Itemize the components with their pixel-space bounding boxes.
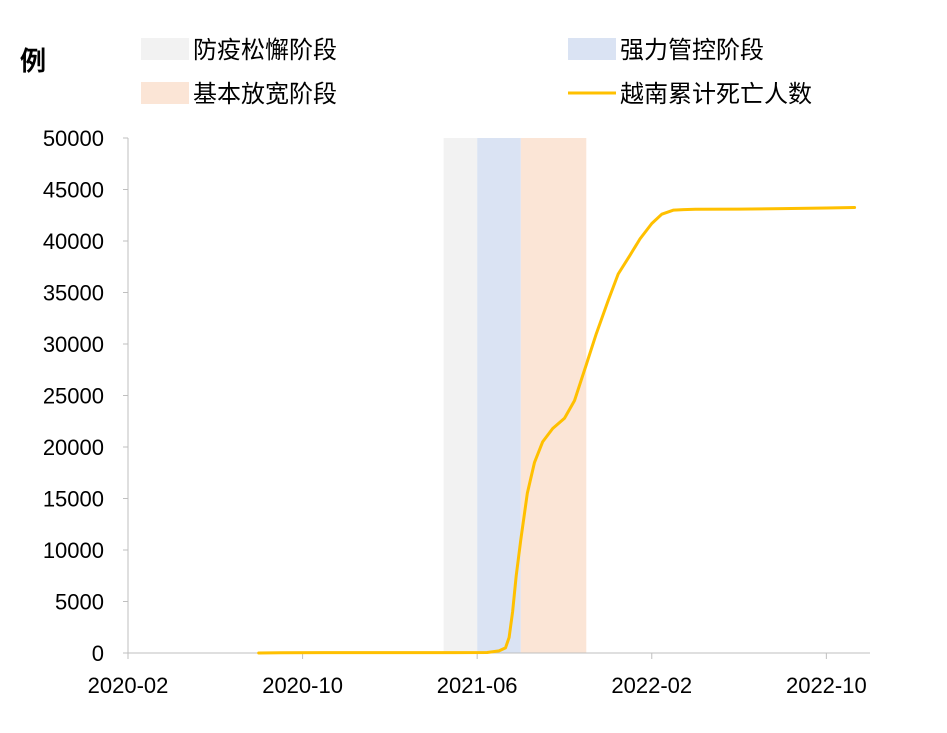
y-tick-label: 45000: [43, 178, 104, 203]
legend-label: 越南累计死亡人数: [620, 80, 812, 108]
y-tick-label: 10000: [43, 538, 104, 563]
y-tick-label: 20000: [43, 435, 104, 460]
x-tick-label: 2020-10: [262, 673, 343, 698]
legend-item-4: 越南累计死亡人数: [568, 80, 812, 108]
y-tick-label: 40000: [43, 229, 104, 254]
series-group: [257, 206, 857, 655]
y-tick-label: 25000: [43, 384, 104, 409]
x-tick-label: 2021-06: [437, 673, 518, 698]
y-unit-label: 例: [20, 47, 46, 77]
y-tick-label: 5000: [55, 590, 104, 615]
y-tick-label: 35000: [43, 281, 104, 306]
y-tick-label: 0: [92, 641, 104, 666]
x-tick-label: 2022-10: [786, 673, 867, 698]
legend-item-3: 强力管控阶段: [568, 36, 764, 64]
phase-band-2: [477, 138, 521, 653]
legend-label: 基本放宽阶段: [193, 80, 337, 108]
phase-band-1: [443, 138, 478, 653]
y-tick-label: 30000: [43, 332, 104, 357]
series-line-1: [257, 206, 857, 655]
legend-swatch: [141, 82, 189, 104]
x-tick-label: 2022-02: [611, 673, 692, 698]
axes: 0 5000 10000 15000 20000 25000 30000 35000 40000…: [43, 126, 870, 698]
legend-swatch: [568, 38, 616, 60]
legend-swatch: [141, 38, 189, 60]
legend-item-1: 防疫松懈阶段: [141, 36, 337, 64]
legend-label: 强力管控阶段: [620, 36, 764, 64]
y-tick-label: 15000: [43, 487, 104, 512]
x-tick-label: 2020-02: [88, 673, 169, 698]
legend-item-2: 基本放宽阶段: [141, 80, 337, 108]
legend-label: 防疫松懈阶段: [193, 36, 337, 64]
y-tick-label: 50000: [43, 126, 104, 151]
